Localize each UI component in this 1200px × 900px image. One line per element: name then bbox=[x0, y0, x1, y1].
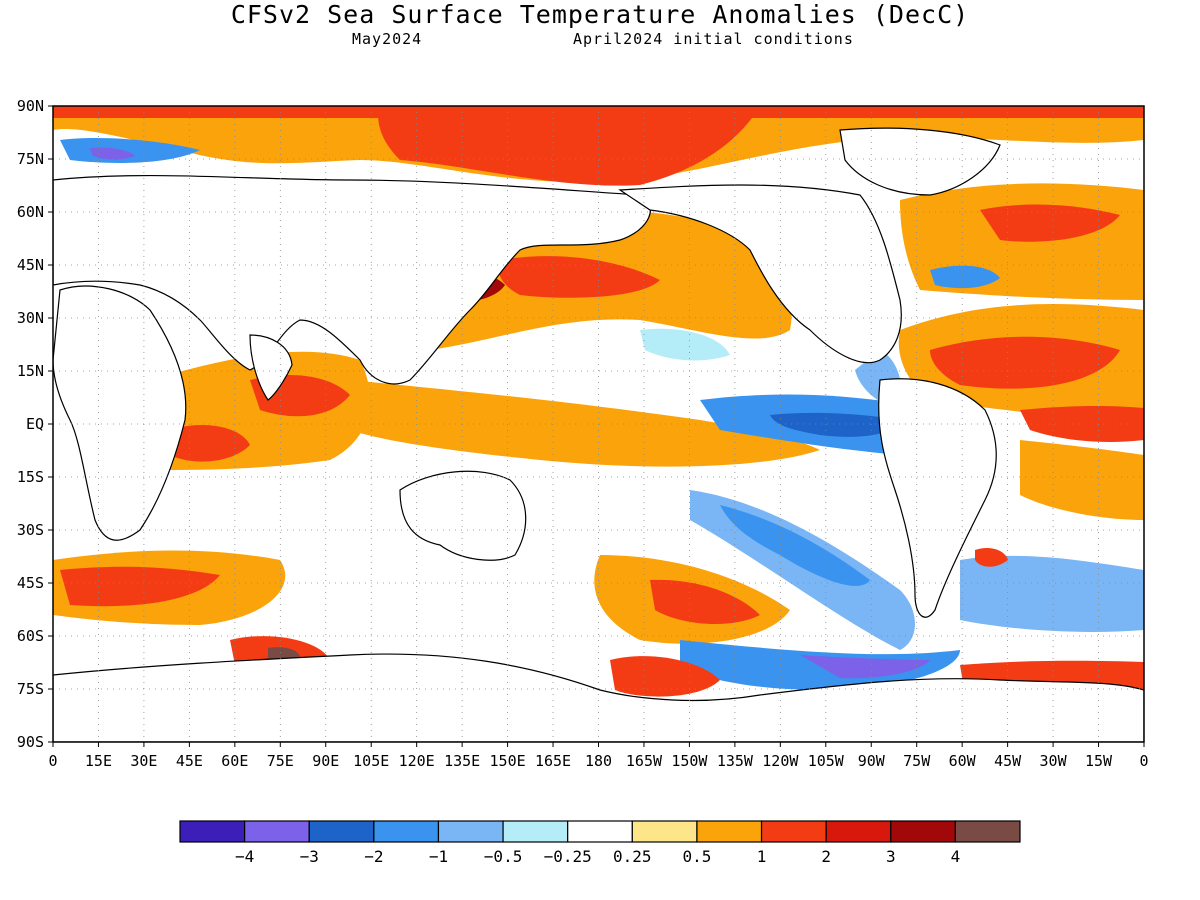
colorbar-label: 4 bbox=[951, 847, 961, 866]
lon-tick-label: 120W bbox=[762, 752, 799, 770]
south-pacific-south-warm bbox=[610, 656, 720, 697]
colorbar-swatch bbox=[308, 820, 375, 843]
south-indian-strong bbox=[60, 566, 220, 607]
colorbar-label: 1 bbox=[757, 847, 767, 866]
colorbar-label: −4 bbox=[235, 847, 254, 866]
colorbar-swatch bbox=[373, 820, 440, 843]
lon-tick-label: 105W bbox=[808, 752, 845, 770]
colorbar-label: 0.25 bbox=[613, 847, 652, 866]
lon-tick-label: 180 bbox=[585, 752, 612, 770]
colorbar-label: 0.5 bbox=[682, 847, 711, 866]
south-america-land bbox=[878, 378, 997, 618]
lon-tick-label: 45E bbox=[176, 752, 203, 770]
lon-tick-label: 30W bbox=[1040, 752, 1068, 770]
lon-tick-label: 45W bbox=[994, 752, 1022, 770]
north-america-land bbox=[618, 184, 902, 364]
lat-tick-label: 15S bbox=[17, 468, 44, 486]
chart-title: CFSv2 Sea Surface Temperature Anomalies … bbox=[230, 0, 970, 29]
lat-tick-label: 90N bbox=[17, 97, 44, 115]
colorbar-label: −1 bbox=[429, 847, 448, 866]
south-atlantic-warm-spot bbox=[975, 548, 1008, 567]
lat-tick-label: 90S bbox=[17, 733, 44, 751]
tropical-north-atlantic-strong bbox=[930, 336, 1120, 389]
lon-tick-label: 150E bbox=[490, 752, 526, 770]
lat-tick-label: EQ bbox=[26, 415, 44, 433]
lon-tick-label: 0 bbox=[48, 752, 57, 770]
lat-tick-label: 30N bbox=[17, 309, 44, 327]
lat-tick-label: 75N bbox=[17, 150, 44, 168]
colorbar-label: −2 bbox=[364, 847, 383, 866]
colorbar-swatch bbox=[502, 820, 569, 843]
colorbar-labels: −4 −3 −2 −1 −0.5 −0.25 0.25 0.5 1 2 3 4 bbox=[235, 847, 960, 866]
north-atlantic-cold bbox=[930, 265, 1000, 289]
colorbar-swatch bbox=[760, 820, 827, 843]
forecast-month: May2024 bbox=[352, 30, 423, 48]
colorbar bbox=[179, 820, 1021, 843]
grid-lines bbox=[53, 106, 1144, 742]
india-land bbox=[249, 334, 293, 401]
latitude-tick-labels: 90N 75N 60N 45N 30N 15N EQ 15S 30S 45S 60S 75S 90S bbox=[17, 97, 53, 751]
lat-tick-label: 60N bbox=[17, 203, 44, 221]
colorbar-swatch bbox=[890, 820, 956, 843]
lon-tick-label: 150W bbox=[671, 752, 708, 770]
lat-tick-label: 75S bbox=[17, 680, 44, 698]
lat-tick-label: 45S bbox=[17, 574, 44, 592]
hudson-arctic-cold bbox=[60, 138, 200, 163]
north-pacific-strong bbox=[498, 256, 660, 298]
equatorial-atlantic-warm bbox=[1020, 405, 1144, 442]
south-pacific-strong bbox=[650, 579, 760, 625]
colorbar-swatch bbox=[631, 820, 698, 843]
lon-tick-label: 105E bbox=[353, 752, 389, 770]
north-pacific-cool-patch bbox=[640, 328, 730, 361]
lon-tick-label: 165E bbox=[535, 752, 571, 770]
south-atlantic-cold bbox=[960, 555, 1144, 632]
lon-tick-label: 90W bbox=[858, 752, 886, 770]
colorbar-label: 2 bbox=[821, 847, 831, 866]
south-atlantic-warm bbox=[1020, 440, 1144, 520]
lon-tick-label: 75W bbox=[903, 752, 931, 770]
lon-tick-label: 15W bbox=[1085, 752, 1113, 770]
initial-conditions: April2024 initial conditions bbox=[573, 30, 854, 48]
hudson-cold-core bbox=[90, 147, 135, 160]
west-indian-strong bbox=[170, 425, 250, 462]
lon-tick-label: 60E bbox=[221, 752, 248, 770]
lat-tick-label: 60S bbox=[17, 627, 44, 645]
colorbar-swatch bbox=[825, 820, 892, 843]
colorbar-swatch bbox=[567, 820, 633, 843]
lon-tick-label: 165W bbox=[626, 752, 663, 770]
longitude-tick-labels: 0 15E 30E 45E 60E 75E 90E 105E 120E 135E 150E 165E 1… bbox=[48, 742, 1149, 770]
se-pacific-cold-core bbox=[720, 505, 870, 586]
lon-tick-label: 0 bbox=[1139, 752, 1148, 770]
colorbar-label: −0.5 bbox=[484, 847, 523, 866]
europe-asia-land bbox=[53, 174, 651, 385]
colorbar-swatch bbox=[244, 820, 310, 843]
lon-tick-label: 15E bbox=[85, 752, 112, 770]
lat-tick-label: 30S bbox=[17, 521, 44, 539]
australia-land bbox=[399, 470, 527, 561]
lon-tick-label: 60W bbox=[949, 752, 977, 770]
southern-ocean-cold-core bbox=[800, 655, 930, 679]
lat-tick-label: 45N bbox=[17, 256, 44, 274]
lon-tick-label: 75E bbox=[267, 752, 294, 770]
north-atlantic-strong bbox=[980, 204, 1120, 242]
africa-land bbox=[53, 285, 187, 541]
lon-tick-label: 135E bbox=[444, 752, 480, 770]
colorbar-swatch bbox=[179, 820, 246, 843]
lat-tick-label: 15N bbox=[17, 362, 44, 380]
lon-tick-label: 120E bbox=[399, 752, 435, 770]
east-pacific-cold-inner bbox=[770, 412, 900, 437]
arctic-strong-anomaly bbox=[378, 106, 760, 186]
colorbar-label: 3 bbox=[886, 847, 896, 866]
lon-tick-label: 30E bbox=[130, 752, 157, 770]
lon-tick-label: 135W bbox=[717, 752, 754, 770]
greenland-land bbox=[839, 127, 1001, 196]
colorbar-swatch bbox=[954, 820, 1021, 843]
colorbar-label: −0.25 bbox=[544, 847, 592, 866]
colorbar-swatch bbox=[437, 820, 504, 843]
colorbar-label: −3 bbox=[300, 847, 319, 866]
west-pacific-warm bbox=[350, 380, 820, 467]
colorbar-swatch bbox=[696, 820, 763, 843]
lon-tick-label: 90E bbox=[312, 752, 339, 770]
